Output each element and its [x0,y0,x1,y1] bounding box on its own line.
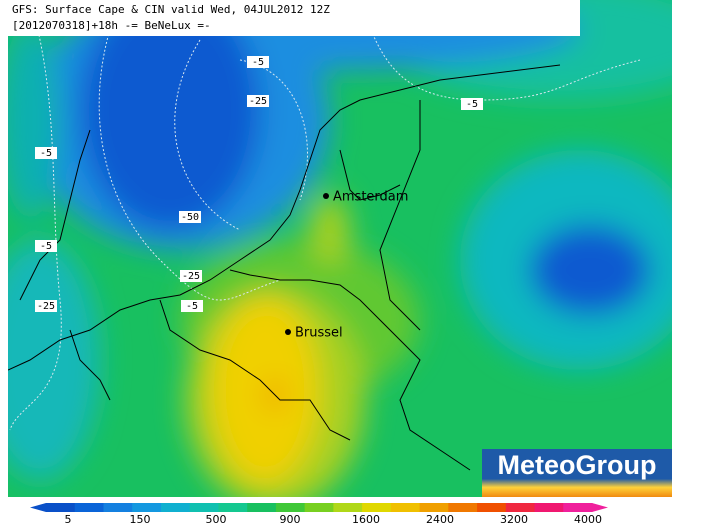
contour-label-bg [35,240,57,252]
colorbar-swatch [103,503,133,512]
colorbar-tick-label: 4000 [574,513,602,526]
colorbar-swatch [505,503,536,512]
contour-label-bg [180,270,202,282]
city-label: Brussel [295,326,343,341]
coastlines [8,64,561,471]
colorbar-swatch [132,503,162,512]
colorbar-swatch [218,503,248,512]
contour-label-bg [247,56,269,68]
contour-label-bg [179,211,201,223]
contour-label: -50 [181,212,199,223]
colorbar-swatch [390,503,421,512]
city-dot [323,193,329,199]
colorbar-swatch [189,503,219,512]
contour-label-bg [35,147,57,159]
logo-text: MeteoGroup [498,450,657,480]
colorbar-swatch [563,503,593,512]
logo-box [482,449,672,497]
colorbar-swatch [304,503,334,512]
contour-label: -5 [466,99,478,110]
colorbar-tick-label: 3200 [500,513,528,526]
map-title: GFS: Surface Cape & CIN valid Wed, 04JUL… [12,3,330,16]
colorbar-tick-label: 900 [280,513,301,526]
colorbar-swatch [477,503,507,512]
colorbar-swatch [534,503,564,512]
colorbar-swatch [448,503,478,512]
colorbar-swatch [333,503,363,512]
colorbar-swatch [46,503,76,512]
colorbar-tick-label: 150 [130,513,151,526]
colorbar-arrow [30,503,46,512]
colorbar-tick-label: 500 [206,513,227,526]
colorbar-swatch [247,503,277,512]
colorbar-tick-label: 2400 [426,513,454,526]
contour-label-bg [35,300,57,312]
colorbar-swatch [160,503,191,512]
colorbar-swatch [362,503,392,512]
contour-label: -5 [252,57,264,68]
contour-label-bg [247,95,269,107]
logo: MeteoGroup [482,449,672,497]
colorbar-tick-label: 5 [65,513,72,526]
labels: -5 -25 -5 -5 -50 -5 -25 -5 -25 Amsterdam Brussel [35,56,483,341]
colorbar-swatch [419,503,449,512]
contour-label: -25 [249,96,267,107]
city-dot [285,329,291,335]
contour-label-bg [181,300,203,312]
map-subtitle: [2012070318]+18h -= BeNeLux =- [12,19,211,32]
map-field [8,0,672,497]
colorbar-swatch [74,503,104,512]
city-label: Amsterdam [333,190,408,205]
contour-label-bg [461,98,483,110]
contour-label: -5 [186,301,198,312]
title-box [8,0,580,36]
colorbar-swatch [275,503,306,512]
contour-label: -5 [40,148,52,159]
colorbar-tick-label: 1600 [352,513,380,526]
contour-label: -25 [37,301,55,312]
colorbar-arrow [592,503,608,512]
contour-label: -5 [40,241,52,252]
contour-label: -25 [182,271,200,282]
colorbar: 5 150 500 900 1600 2400 3200 4000 [30,503,608,526]
